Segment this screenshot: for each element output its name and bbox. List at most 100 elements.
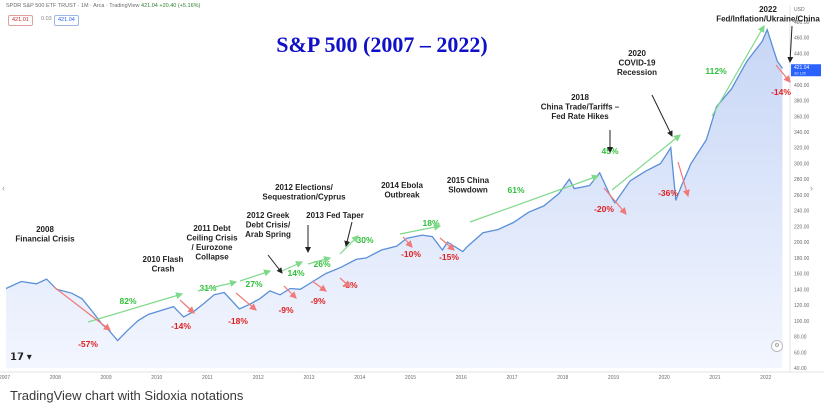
drop-trend-arrow [235, 292, 257, 311]
event-label-line: Fed/Inflation/Ukraine/China [716, 15, 820, 24]
event-label: 2015 China Slowdown [447, 176, 490, 195]
y-tick-label: 360.00 [794, 114, 810, 120]
y-tick-label: 440.00 [794, 51, 810, 57]
x-tick-label: 2012 [253, 375, 264, 381]
drop-trend-arrow [339, 277, 351, 288]
figure-caption: TradingView chart with Sidoxia notations [10, 388, 244, 403]
gain-trend-arrow [469, 174, 600, 223]
x-tick-label: 2008 [50, 375, 61, 381]
drop-label: -20% [594, 204, 614, 214]
y-tick-label: 80.00 [794, 335, 807, 341]
event-label-line: 2020 [628, 49, 646, 58]
y-tick-label: 140.00 [794, 287, 810, 293]
bid-value: 421.01 [12, 17, 29, 23]
gear-icon[interactable]: ⚙ [771, 340, 783, 352]
drop-label: -18% [228, 316, 248, 326]
drop-trend-arrow [53, 286, 111, 331]
y-tick-label: 60.00 [794, 350, 807, 356]
symbol-header: SPDR S&P 500 ETF TRUST · 1M · Arca · Tra… [6, 3, 200, 9]
scroll-right-icon[interactable]: › [810, 183, 813, 193]
event-label: 2008 Financial Crisis [15, 225, 75, 244]
ask-box[interactable]: 421.04 [54, 15, 79, 26]
y-tick-label: 240.00 [794, 209, 810, 215]
event-label-line: 2015 China [447, 176, 490, 185]
x-tick-label: 2020 [659, 375, 670, 381]
y-tick-label: 340.00 [794, 130, 810, 136]
event-label: 2012 Elections/Sequestration/Cyprus [262, 183, 346, 202]
event-label-line: Arab Spring [245, 230, 291, 239]
event-label-line: Fed Rate Hikes [551, 112, 609, 121]
drop-trend-arrow [283, 285, 297, 299]
x-tick-label: 2019 [608, 375, 619, 381]
gain-trend-arrow [239, 269, 272, 282]
y-tick-label: USD [794, 7, 805, 13]
drop-label: -9% [278, 305, 294, 315]
gain-trend-arrow [399, 223, 442, 235]
symbol-line: SPDR S&P 500 ETF TRUST · 1M · Arca · Tra… [6, 3, 140, 9]
event-pointer-arrow [267, 254, 283, 274]
gain-trend-arrow [339, 235, 359, 255]
x-tick-label: 2013 [303, 375, 314, 381]
gain-trend-arrow [711, 24, 765, 117]
drop-label: -15% [439, 252, 459, 262]
drop-trend-arrow [179, 299, 195, 314]
event-label-line: 2022 [759, 5, 777, 14]
drop-trend-arrow [677, 161, 690, 198]
event-pointer-arrow [787, 25, 794, 63]
y-tick-label: 260.00 [794, 193, 810, 199]
x-tick-label: 2011 [202, 375, 213, 381]
event-label-line: Slowdown [448, 186, 488, 195]
event-label-line: 2014 Ebola [381, 181, 423, 190]
x-tick-label: 2022 [760, 375, 771, 381]
ask-value: 421.04 [58, 17, 75, 23]
y-tick-label: 300.00 [794, 161, 810, 167]
y-tick-label: 280.00 [794, 177, 810, 183]
event-label: 2012 Greek Debt Crisis/Arab Spring [245, 211, 291, 239]
gain-label: 26% [313, 259, 330, 269]
event-label: 2020 COVID-19 Recession [617, 49, 657, 77]
event-label-line: 2012 Elections/ [275, 183, 334, 192]
series-line [5, 27, 783, 342]
header-price: 421.04 [141, 3, 158, 9]
y-tick-label: 480.00 [794, 20, 810, 26]
event-label-line: Financial Crisis [15, 235, 75, 244]
drop-trend-arrow [775, 64, 791, 83]
event-label: 2010 Flash Crash [143, 255, 184, 274]
y-tick-label: 180.00 [794, 256, 810, 262]
event-label: 2022 Fed/Inflation/Ukraine/China [716, 5, 820, 24]
spread-value: 0.03 [41, 16, 52, 22]
event-label-line: China Trade/Tariffs – [541, 103, 620, 112]
event-label-line: 2018 [571, 93, 589, 102]
event-pointer-arrow [344, 221, 353, 247]
gain-trend-arrow [611, 134, 681, 191]
chart-frame: USD480.00460.00440.00420.00400.00380.003… [0, 3, 824, 381]
x-tick-label: 2009 [100, 375, 111, 381]
chart-title: S&P 500 (2007 – 2022) [276, 32, 487, 57]
gain-label: 30% [356, 235, 373, 245]
event-label-line: 2011 Debt [193, 224, 231, 233]
drop-trend-arrow [603, 187, 627, 215]
gain-trend-arrow [307, 256, 332, 265]
event-label-line: 2010 Flash [143, 255, 184, 264]
drop-label: -14% [771, 87, 791, 97]
series-area [6, 29, 783, 368]
event-pointer-arrow [651, 94, 673, 137]
y-tick-label: 160.00 [794, 272, 810, 278]
x-tick-label: 2014 [354, 375, 365, 381]
y-tick-label: 40.00 [794, 366, 807, 372]
event-label-line: 2008 [36, 225, 54, 234]
chart-svg: USD480.00460.00440.00420.00400.00380.003… [0, 5, 824, 381]
drop-trend-arrow [402, 236, 413, 248]
scroll-left-icon[interactable]: ‹ [2, 183, 5, 193]
x-tick-label: 2021 [709, 375, 720, 381]
gain-trend-arrow [87, 292, 184, 323]
x-tick-label: 2017 [506, 375, 517, 381]
event-label: 2013 Fed Taper [306, 211, 364, 220]
y-tick-label: 200.00 [794, 240, 810, 246]
bid-box[interactable]: 421.01 [8, 15, 33, 26]
event-label-line: 2013 Fed Taper [306, 211, 364, 220]
event-label-line: / Eurozone [192, 243, 233, 252]
drop-label: -14% [171, 321, 191, 331]
y-tick-label: 100.00 [794, 319, 810, 325]
last-price-label: 421.04 [794, 65, 810, 71]
